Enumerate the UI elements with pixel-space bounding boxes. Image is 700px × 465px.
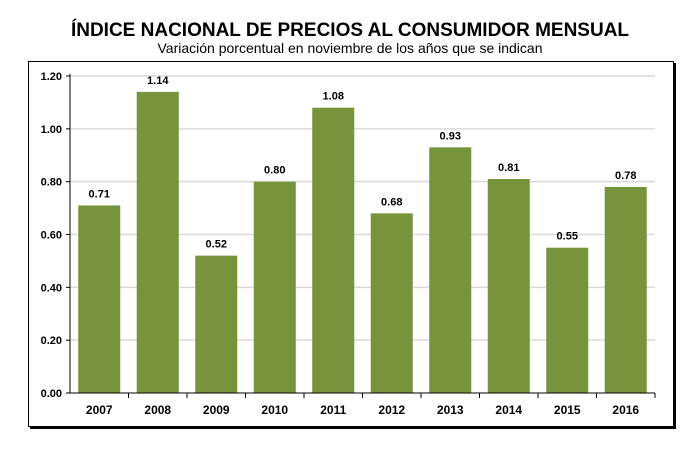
bar-2009 (195, 255, 238, 393)
chart-subtitle: Variación porcentual en noviembre de los… (157, 40, 543, 56)
bar-2010 (253, 181, 296, 393)
y-tick-label: 0.00 (41, 388, 62, 400)
chart-frame (28, 61, 674, 427)
bar-2011 (312, 107, 355, 393)
chart-title: ÍNDICE NACIONAL DE PRECIOS AL CONSUMIDOR… (70, 20, 630, 41)
x-tick-label: 2016 (612, 403, 639, 417)
bar-2013 (429, 147, 472, 393)
x-tick-label: 2012 (378, 403, 405, 417)
bar-2008 (136, 91, 179, 393)
x-tick-label: 2014 (495, 403, 522, 417)
y-tick-label: 0.80 (41, 177, 62, 189)
x-tick-label: 2009 (203, 403, 230, 417)
bar-2012 (370, 213, 413, 393)
bar-2015 (546, 247, 589, 393)
bar-2014 (487, 179, 530, 393)
data-label: 0.81 (498, 162, 519, 174)
y-tick-label: 1.00 (41, 124, 62, 136)
x-tick-label: 2010 (261, 403, 288, 417)
x-tick-label: 2011 (320, 403, 346, 417)
y-tick-label: 1.20 (41, 71, 62, 83)
data-label: 0.55 (557, 231, 578, 243)
data-label: 0.93 (440, 130, 461, 142)
data-label: 0.71 (89, 188, 110, 200)
bar-2007 (78, 205, 121, 393)
data-label: 0.52 (206, 239, 227, 251)
data-label: 0.80 (264, 165, 285, 177)
data-label: 1.08 (323, 91, 344, 103)
x-tick-label: 2007 (86, 403, 113, 417)
bar-2016 (604, 186, 647, 393)
y-tick-label: 0.20 (41, 335, 62, 347)
x-tick-label: 2015 (554, 403, 581, 417)
y-tick-label: 0.40 (41, 282, 62, 294)
data-label: 0.78 (615, 170, 636, 182)
data-label: 1.14 (147, 75, 169, 87)
x-tick-label: 2008 (144, 403, 171, 417)
y-tick-label: 0.60 (41, 230, 62, 242)
x-tick-label: 2013 (437, 403, 464, 417)
data-label: 0.68 (381, 196, 402, 208)
